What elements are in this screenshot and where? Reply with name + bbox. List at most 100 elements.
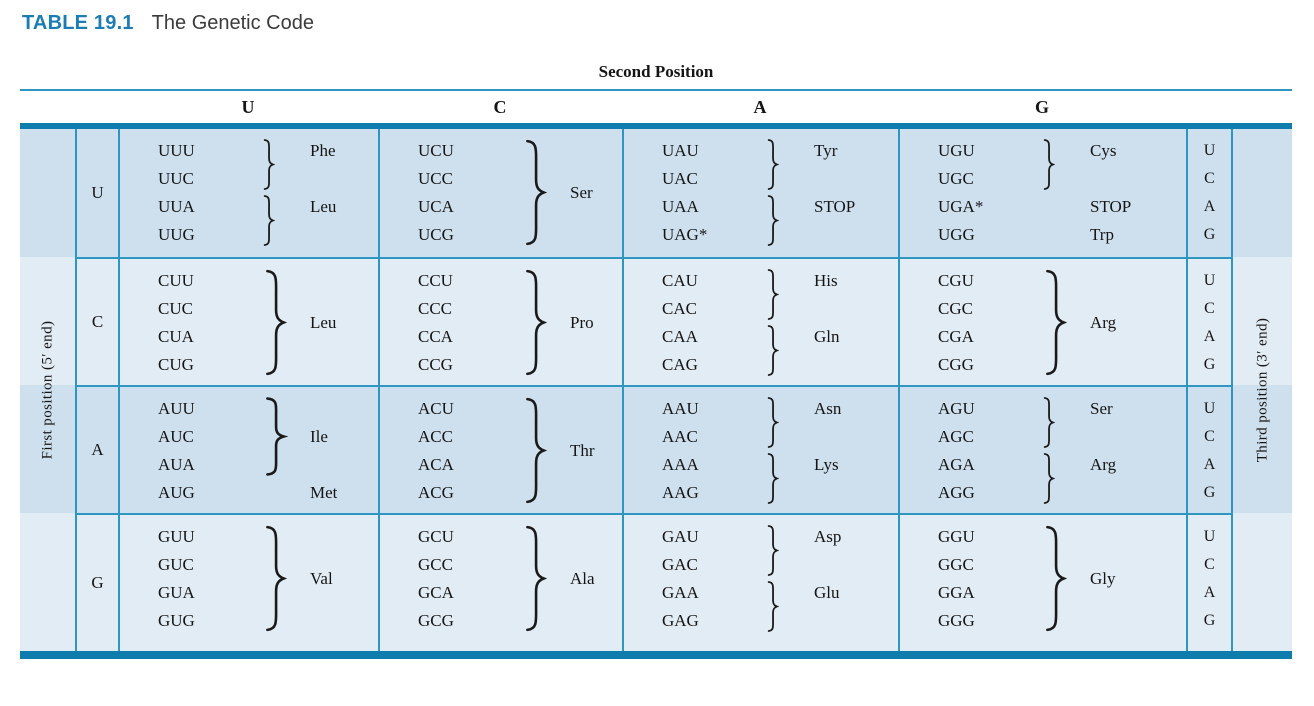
codon-CGU: CGU — [938, 271, 974, 290]
header-rule — [20, 89, 1292, 91]
axis-shade-segment — [1233, 385, 1292, 513]
brace-icon — [262, 525, 288, 632]
codon-AGU: AGU — [938, 399, 975, 418]
amino-acid-label-asp: Asp — [814, 527, 842, 546]
codon-GGC: GGC — [938, 555, 974, 574]
amino-acid-label-pro: Pro — [570, 313, 594, 332]
third-position-letter-G: G — [1203, 226, 1216, 243]
codon-UCG: UCG — [418, 225, 454, 244]
amino-acid-label-trp: Trp — [1090, 225, 1114, 244]
codon-group-cell: AUU AUC AUA AUG Ile Met — [118, 385, 378, 513]
codon-CAA: CAA — [662, 327, 698, 346]
second-position-letter-G: G — [1034, 96, 1049, 117]
third-position-letter-A: A — [1203, 584, 1216, 601]
amino-acid-label-ala: Ala — [570, 569, 595, 588]
codon-AUU: AUU — [158, 399, 195, 418]
codon-ACC: ACC — [418, 427, 453, 446]
codon-CUC: CUC — [158, 299, 193, 318]
top-bar — [20, 123, 1292, 129]
codon-CGA: CGA — [938, 327, 974, 346]
amino-acid-label-stop: STOP — [1090, 197, 1132, 216]
codon-GAG: GAG — [662, 611, 699, 630]
brace-icon — [1042, 397, 1055, 448]
codon-group-cell: UGU UGC UGA* UGG Cys STOP Trp — [898, 129, 1186, 257]
codon-AAC: AAC — [662, 427, 698, 446]
amino-acid-label-phe: Phe — [310, 141, 336, 160]
first-position-axis: First position (5′ end) — [20, 129, 75, 651]
brace-icon — [1042, 525, 1068, 632]
codon-UGA-stop-codon: UGA* — [938, 197, 984, 216]
codon-AGG: AGG — [938, 483, 975, 502]
third-position-letter-U: U — [1203, 528, 1216, 545]
codon-CGG: CGG — [938, 355, 974, 374]
second-position-letter-U: U — [241, 96, 255, 117]
codon-CAC: CAC — [662, 299, 697, 318]
third-position-letter-A: A — [1203, 456, 1216, 473]
codon-group-cell: CUU CUC CUA CUG Leu — [118, 257, 378, 385]
amino-acid-label-cys: Cys — [1090, 141, 1117, 160]
brace-icon — [766, 581, 779, 632]
amino-acid-label-val: Val — [310, 569, 333, 588]
amino-acid-label-leu: Leu — [310, 313, 337, 332]
third-position-letter-C: C — [1204, 556, 1215, 573]
table-number: TABLE 19.1 — [22, 12, 134, 34]
amino-acid-label-glu: Glu — [814, 583, 840, 602]
third-position-letter-C: C — [1204, 300, 1215, 317]
amino-acid-label-ser: Ser — [1090, 399, 1113, 418]
codon-GGA: GGA — [938, 583, 975, 602]
codon-group-cell: AAU AAC AAA AAG Asn Lys — [622, 385, 898, 513]
amino-acid-label-stop: STOP — [814, 197, 856, 216]
brace-icon — [262, 397, 288, 476]
brace-icon — [766, 453, 779, 504]
second-position-letter-C: C — [493, 96, 507, 117]
first-position-label: First position (5′ end) — [39, 320, 55, 460]
amino-acid-label-arg: Arg — [1090, 313, 1117, 332]
codon-GCG: GCG — [418, 611, 454, 630]
codon-UUA: UUA — [158, 197, 195, 216]
codon-group-cell: GAU GAC GAA GAG Asp Glu — [622, 513, 898, 651]
brace-icon — [1042, 269, 1068, 376]
codon-UUC: UUC — [158, 169, 194, 188]
third-position-letter-U: U — [1203, 142, 1216, 159]
third-position-letter-U: U — [1203, 272, 1216, 289]
codon-CUA: CUA — [158, 327, 194, 346]
axis-shade-segment — [20, 257, 75, 385]
brace-icon — [766, 195, 779, 246]
codon-group-cell: GUU GUC GUA GUG Val — [118, 513, 378, 651]
codon-AGA: AGA — [938, 455, 975, 474]
first-position-letter-A: A — [75, 385, 118, 513]
third-position-letter-U: U — [1203, 400, 1216, 417]
axis-shade-segment — [1233, 129, 1292, 257]
codon-UCU: UCU — [418, 141, 454, 160]
brace-icon — [766, 269, 779, 320]
codon-UAC: UAC — [662, 169, 698, 188]
codon-AAA: AAA — [662, 455, 699, 474]
second-position-letter-A: A — [753, 96, 767, 117]
codon-GCC: GCC — [418, 555, 453, 574]
codon-GAU: GAU — [662, 527, 699, 546]
codon-GCA: GCA — [418, 583, 454, 602]
amino-acid-label-thr: Thr — [570, 441, 595, 460]
codon-UAG-stop-codon: UAG* — [662, 225, 708, 244]
brace-icon — [1042, 139, 1055, 190]
brace-icon — [766, 525, 779, 576]
codon-group-cell: AGU AGC AGA AGG Ser Arg — [898, 385, 1186, 513]
page-title: The Genetic Code — [151, 12, 314, 34]
codon-CGC: CGC — [938, 299, 973, 318]
codon-group-cell: CCU CCC CCA CCG Pro — [378, 257, 622, 385]
third-position-letter-A: A — [1203, 198, 1216, 215]
amino-acid-label-tyr: Tyr — [814, 141, 838, 160]
axis-shade-segment — [1233, 513, 1292, 651]
brace-icon — [262, 269, 288, 376]
brace-icon — [766, 325, 779, 376]
codon-UAA: UAA — [662, 197, 699, 216]
codon-ACG: ACG — [418, 483, 454, 502]
codon-ACA: ACA — [418, 455, 454, 474]
codon-group-cell: CGU CGC CGA CGG Arg — [898, 257, 1186, 385]
codon-CCA: CCA — [418, 327, 453, 346]
